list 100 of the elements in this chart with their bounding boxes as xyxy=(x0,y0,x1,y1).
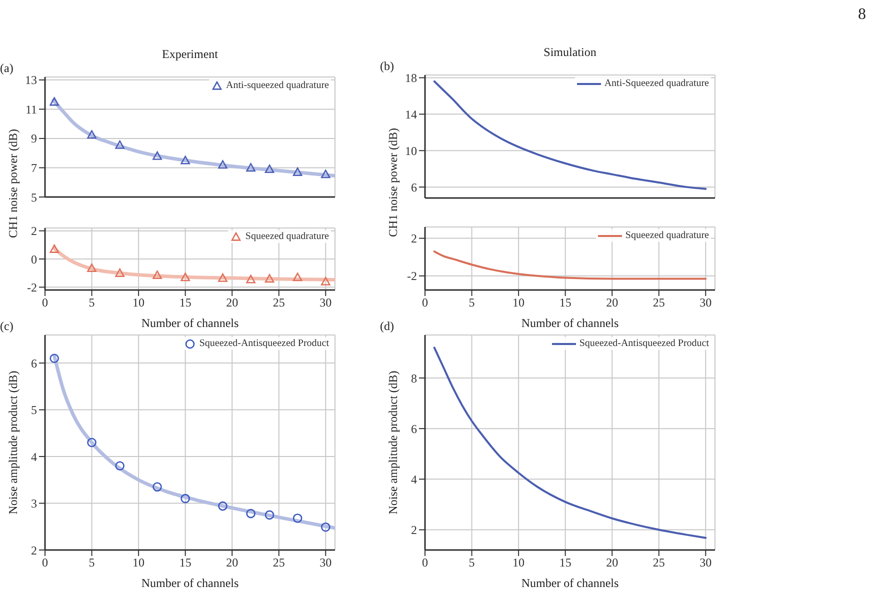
point xyxy=(292,272,302,282)
point xyxy=(152,151,162,160)
y-tick-label: 0 xyxy=(31,252,37,266)
y-axis-title: CH1 noise power (dB) xyxy=(386,128,400,236)
x-tick-label: 25 xyxy=(652,556,665,570)
x-tick-label: 30 xyxy=(320,296,332,310)
point xyxy=(180,272,190,282)
y-tick-label: 11 xyxy=(25,102,37,116)
point xyxy=(115,461,124,471)
x-tick-label: 0 xyxy=(422,556,428,570)
text: (c) xyxy=(0,319,14,334)
x-tick-label: 25 xyxy=(652,296,665,310)
point xyxy=(180,156,190,164)
legend-label: Squeezed-Antisqueezed Product xyxy=(199,338,329,349)
y-tick-label: 9 xyxy=(31,132,37,146)
y-axis-title: CH1 noise power (dB) xyxy=(6,128,20,238)
x-tick-label: 5 xyxy=(468,296,475,310)
x-axis-title: Number of channels xyxy=(140,316,240,331)
point xyxy=(152,270,162,280)
x-tick-label: 15 xyxy=(179,296,192,310)
x-tick-label: 25 xyxy=(272,556,285,570)
text: (a) xyxy=(0,61,14,76)
y-tick-label: 14 xyxy=(405,107,417,122)
legend-label: Anti-Squeezed quadrature xyxy=(604,78,709,89)
y-axis-title: Noise amplitude product (dB) xyxy=(386,370,400,514)
x-tick-label: 10 xyxy=(512,556,525,570)
x-tick-label: 0 xyxy=(42,296,48,310)
y-tick-label: 6 xyxy=(411,180,417,194)
chart-title: Experiment xyxy=(161,47,219,62)
line-series xyxy=(433,250,707,280)
x-tick-label: 0 xyxy=(42,556,48,570)
point xyxy=(246,163,256,172)
text: 8 xyxy=(858,6,866,24)
y-tick-label: 2 xyxy=(31,543,37,558)
point xyxy=(264,510,274,520)
x-axis-title: Number of channels xyxy=(520,316,620,331)
y-axis-title: Noise amplitude product (dB) xyxy=(6,370,20,514)
y-tick-label: 2 xyxy=(411,232,417,246)
point xyxy=(218,160,228,169)
point xyxy=(87,130,96,139)
point xyxy=(218,273,228,282)
x-tick-label: 20 xyxy=(226,556,238,570)
x-tick-label: 30 xyxy=(320,556,332,570)
point xyxy=(152,482,162,492)
x-tick-label: 20 xyxy=(606,296,618,310)
point xyxy=(320,276,330,286)
point xyxy=(87,264,96,272)
point xyxy=(218,501,228,511)
y-tick-label: -2 xyxy=(407,269,417,284)
point xyxy=(50,244,60,253)
y-tick-label: 13 xyxy=(25,73,37,88)
text: (d) xyxy=(380,319,394,334)
point xyxy=(87,438,96,448)
y-tick-label: 5 xyxy=(31,403,37,418)
y-tick-label: 5 xyxy=(31,190,37,204)
point xyxy=(320,522,330,532)
x-tick-label: 30 xyxy=(700,296,712,310)
chart-title: Simulation xyxy=(542,45,598,60)
x-tick-label: 30 xyxy=(700,556,712,570)
text: (b) xyxy=(380,59,394,74)
line-series xyxy=(433,80,707,190)
point xyxy=(292,167,302,176)
point xyxy=(264,274,274,283)
point xyxy=(264,164,274,174)
x-tick-label: 5 xyxy=(88,296,95,310)
x-tick-label: 5 xyxy=(88,556,95,570)
point xyxy=(180,494,190,504)
point xyxy=(292,514,302,523)
x-tick-label: 10 xyxy=(132,556,145,570)
y-tick-label: 3 xyxy=(31,496,37,511)
y-tick-label: 2 xyxy=(31,224,37,238)
point xyxy=(320,170,330,178)
x-axis-title: Number of channels xyxy=(520,576,620,591)
y-tick-label: 6 xyxy=(411,422,417,436)
x-tick-label: 15 xyxy=(179,556,192,570)
point xyxy=(50,97,60,106)
point xyxy=(246,274,256,284)
legend-label: Squeezed quadrature xyxy=(245,231,329,242)
x-tick-label: 0 xyxy=(422,296,428,310)
legend-label: Squeezed-Antisqueezed Product xyxy=(579,338,709,349)
y-tick-label: 4 xyxy=(411,472,417,486)
y-tick-label: 7 xyxy=(31,160,37,175)
y-tick-label: 18 xyxy=(405,70,417,85)
x-tick-label: 25 xyxy=(272,296,285,310)
y-tick-label: 6 xyxy=(31,356,37,370)
x-tick-label: 20 xyxy=(226,296,238,310)
legend-label: Squeezed quadrature xyxy=(625,230,709,241)
point xyxy=(115,268,124,277)
point xyxy=(50,354,60,364)
x-tick-label: 15 xyxy=(559,296,572,310)
x-axis-title: Number of channels xyxy=(140,576,240,591)
x-tick-label: 10 xyxy=(132,296,145,310)
x-tick-label: 10 xyxy=(512,296,525,310)
line-series xyxy=(433,346,707,539)
x-tick-label: 5 xyxy=(468,556,475,570)
x-tick-label: 20 xyxy=(606,556,618,570)
y-tick-label: 8 xyxy=(411,371,417,386)
y-tick-label: 4 xyxy=(31,450,37,464)
y-tick-label: 10 xyxy=(405,144,417,158)
point xyxy=(115,140,124,149)
